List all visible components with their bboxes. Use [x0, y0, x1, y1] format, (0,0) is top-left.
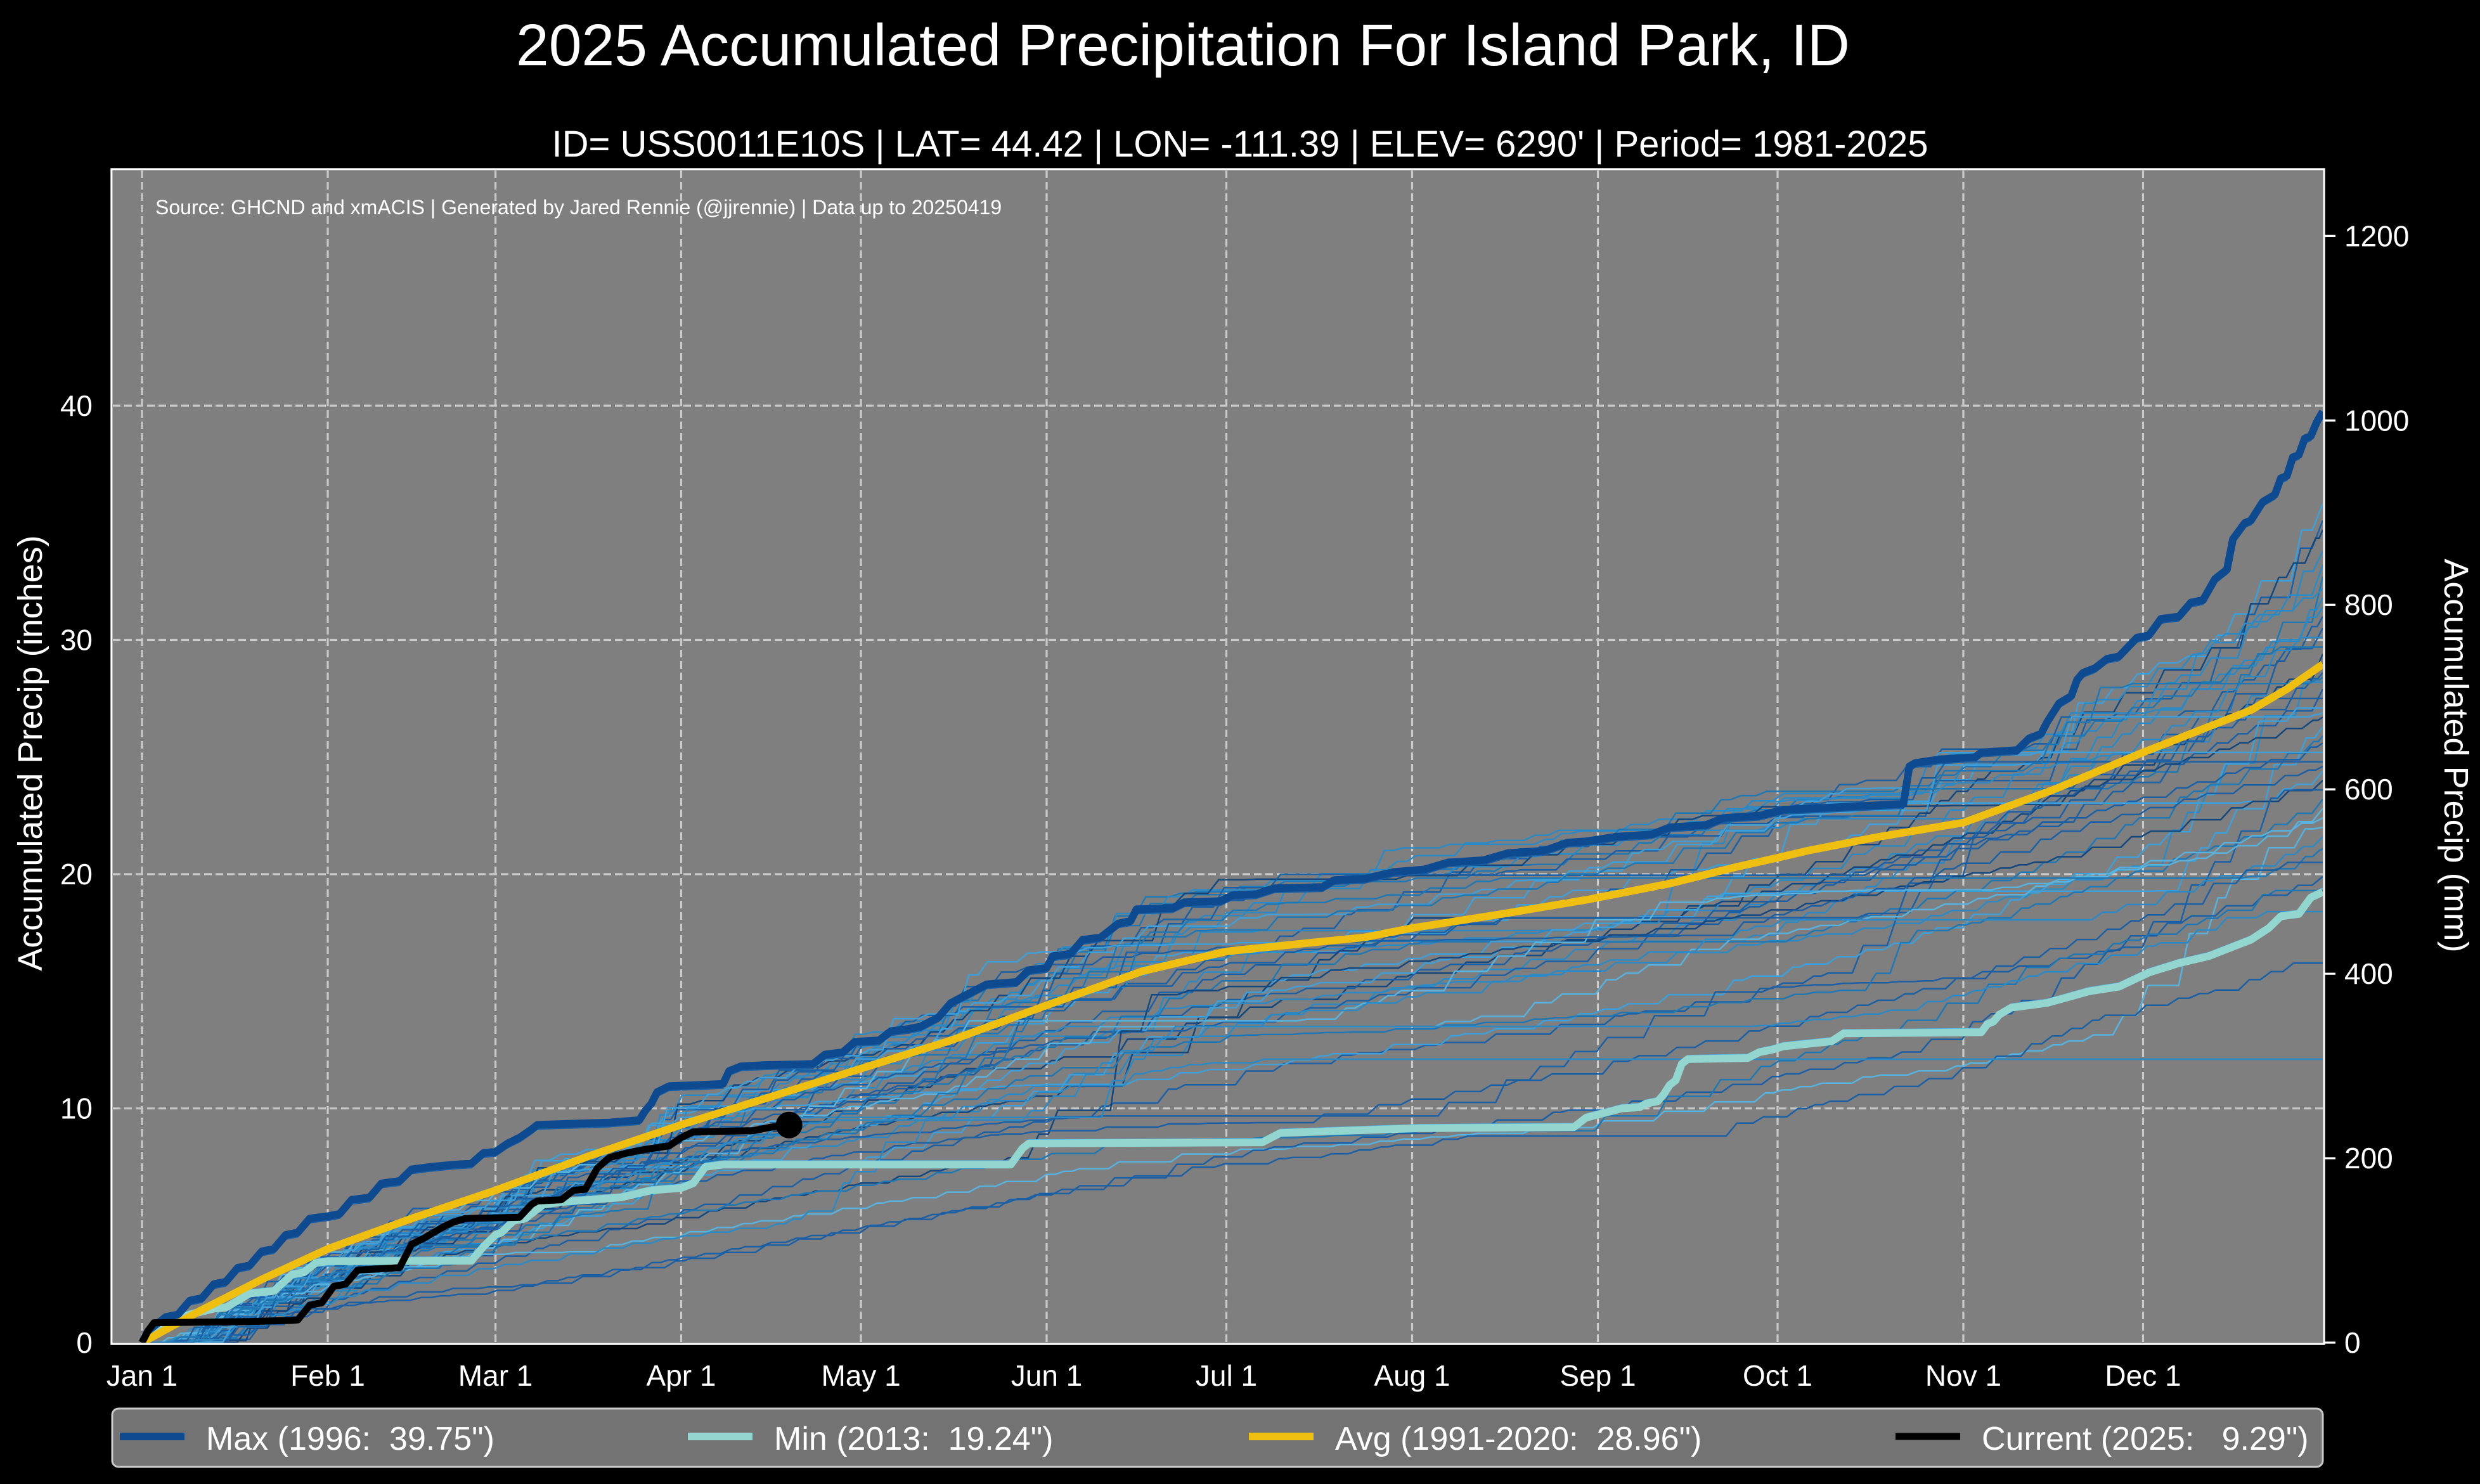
svg-text:Source: GHCND and xmACIS | Gen: Source: GHCND and xmACIS | Generated by … — [155, 196, 1002, 219]
svg-text:Jan 1: Jan 1 — [107, 1359, 178, 1392]
svg-text:Current (2025: 9.29"): Current (2025: 9.29") — [1982, 1421, 2309, 1457]
svg-text:200: 200 — [2344, 1142, 2393, 1175]
svg-text:800: 800 — [2344, 588, 2393, 621]
svg-text:Aug 1: Aug 1 — [1374, 1359, 1450, 1392]
svg-text:Accumulated Precip (inches): Accumulated Precip (inches) — [11, 535, 49, 971]
svg-text:Mar 1: Mar 1 — [458, 1359, 533, 1392]
svg-text:Avg (1991-2020: 28.96"): Avg (1991-2020: 28.96") — [1335, 1421, 1702, 1457]
svg-text:Nov 1: Nov 1 — [1925, 1359, 2001, 1392]
svg-text:Dec 1: Dec 1 — [2105, 1359, 2181, 1392]
svg-text:2025 Accumulated Precipitation: 2025 Accumulated Precipitation For Islan… — [516, 12, 1850, 78]
svg-text:20: 20 — [60, 858, 93, 891]
svg-text:Jul 1: Jul 1 — [1196, 1359, 1257, 1392]
svg-text:Apr 1: Apr 1 — [647, 1359, 716, 1392]
svg-text:0: 0 — [76, 1326, 93, 1359]
svg-text:40: 40 — [60, 389, 93, 422]
svg-text:Oct 1: Oct 1 — [1743, 1359, 1812, 1392]
svg-text:May 1: May 1 — [821, 1359, 900, 1392]
svg-text:1000: 1000 — [2344, 404, 2409, 437]
svg-text:Sep 1: Sep 1 — [1560, 1359, 1636, 1392]
svg-text:600: 600 — [2344, 773, 2393, 806]
svg-text:Feb 1: Feb 1 — [290, 1359, 365, 1392]
svg-text:0: 0 — [2344, 1326, 2361, 1359]
svg-text:400: 400 — [2344, 957, 2393, 990]
svg-text:Max (1996: 39.75"): Max (1996: 39.75") — [206, 1421, 494, 1457]
svg-text:10: 10 — [60, 1092, 93, 1125]
svg-text:Min (2013: 19.24"): Min (2013: 19.24") — [774, 1421, 1053, 1457]
svg-text:Jun 1: Jun 1 — [1011, 1359, 1083, 1392]
svg-text:1200: 1200 — [2344, 219, 2409, 252]
svg-text:Accumulated Precip (mm): Accumulated Precip (mm) — [2437, 558, 2475, 952]
svg-text:ID= USS0011E10S | LAT= 44.42 |: ID= USS0011E10S | LAT= 44.42 | LON= -111… — [552, 124, 1928, 165]
svg-text:30: 30 — [60, 624, 93, 657]
